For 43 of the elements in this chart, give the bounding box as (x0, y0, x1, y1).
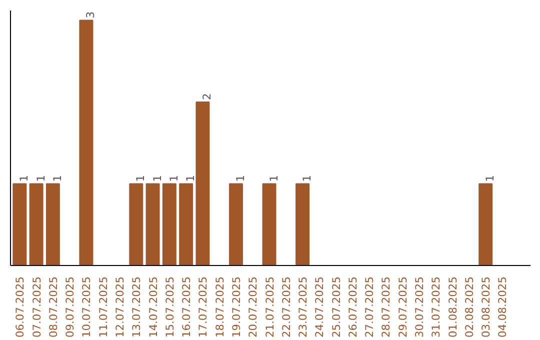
x-tick-label: 18.07.2025 (213, 276, 226, 338)
x-tick-label: 04.08.2025 (496, 276, 510, 338)
x-tick-label: 22.07.2025 (280, 276, 293, 338)
x-tick-label: 26.07.2025 (346, 276, 360, 338)
x-tick-label: 20.07.2025 (246, 276, 260, 338)
x-tick-label: 09.07.2025 (64, 276, 77, 338)
data-label: 1 (184, 174, 198, 182)
data-label: 1 (267, 174, 280, 182)
data-label: 3 (84, 12, 98, 18)
x-tick-label: 27.07.2025 (363, 276, 376, 338)
x-tick-label: 28.07.2025 (380, 276, 393, 338)
x-tick-label: 31.07.2025 (430, 276, 443, 338)
data-label: 1 (167, 174, 180, 182)
x-tick-label: 29.07.2025 (396, 276, 410, 338)
data-label: 1 (150, 174, 164, 182)
x-tick-label: 25.07.2025 (330, 276, 343, 338)
data-label: 1 (50, 174, 64, 182)
data-label: 1 (300, 174, 314, 182)
x-tick-label: 21.07.2025 (263, 276, 276, 338)
x-tick-label: 24.07.2025 (313, 276, 326, 338)
x-tick-label: 02.08.2025 (462, 276, 476, 338)
x-tick-label: 12.07.2025 (113, 276, 126, 338)
data-label: 1 (18, 174, 31, 182)
x-tick-label: 01.08.2025 (446, 276, 460, 338)
x-tick-label: 15.07.2025 (163, 276, 176, 338)
data-label: 1 (234, 174, 247, 182)
x-tick-label: 16.07.2025 (180, 276, 194, 338)
x-tick-label: 13.07.2025 (130, 276, 144, 338)
data-label: 1 (484, 174, 497, 182)
x-tick-label: 11.07.2025 (96, 276, 110, 338)
x-tick-label: 14.07.2025 (146, 276, 160, 338)
x-tick-label: 23.07.2025 (296, 276, 310, 338)
x-tick-label: 08.07.2025 (46, 276, 60, 338)
data-label: 1 (34, 174, 48, 182)
x-tick-label: 06.07.2025 (14, 276, 27, 338)
x-tick-label: 30.07.2025 (413, 276, 426, 338)
x-tick-label: 07.07.2025 (30, 276, 44, 338)
x-tick-label: 19.07.2025 (230, 276, 243, 338)
data-label: 2 (200, 93, 214, 100)
x-tick-label: 17.07.2025 (196, 276, 210, 338)
x-tick-label: 10.07.2025 (80, 276, 94, 338)
data-label: 1 (134, 174, 148, 182)
x-tick-label: 03.08.2025 (480, 276, 493, 338)
